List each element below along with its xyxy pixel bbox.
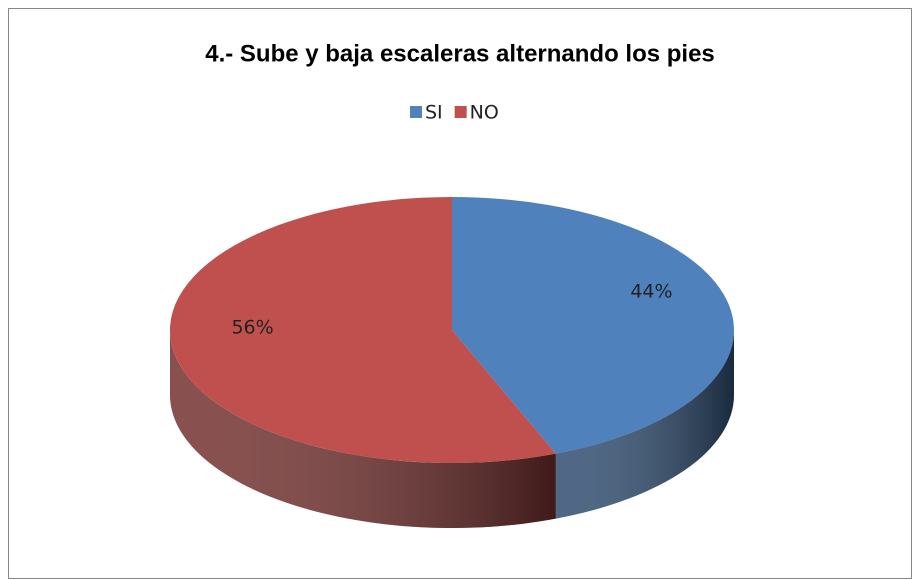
legend-swatch xyxy=(410,106,422,118)
legend-label: NO xyxy=(470,102,499,124)
value-label: 56% xyxy=(231,316,273,338)
slice-top xyxy=(452,197,734,454)
slice-side-shade xyxy=(170,330,556,528)
slice-top xyxy=(169,197,556,463)
legend-label: SI xyxy=(425,102,443,124)
slice xyxy=(169,197,556,528)
chart-title: 4.- Sube y baja escaleras alternando los… xyxy=(205,40,715,67)
slice-side-shade xyxy=(555,330,734,519)
legend-swatch xyxy=(454,106,467,118)
value-label: 44% xyxy=(630,281,672,303)
slice xyxy=(452,197,734,519)
